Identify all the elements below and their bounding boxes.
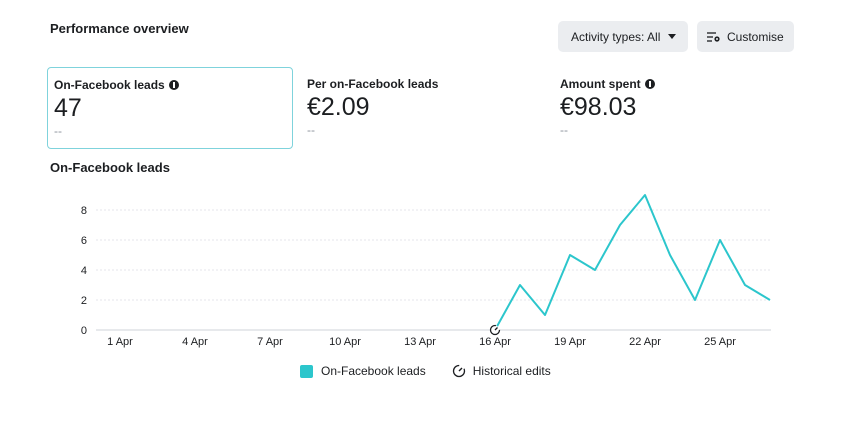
chart-legend: On-Facebook leads Historical edits: [300, 364, 551, 378]
x-tick-label: 1 Apr: [107, 336, 133, 348]
series-line-leads: [494, 194, 771, 331]
chevron-down-icon: [668, 34, 677, 39]
x-tick-label: 19 Apr: [554, 336, 586, 348]
metric-delta: --: [307, 123, 315, 137]
legend-label-leads: On-Facebook leads: [321, 364, 426, 378]
y-tick-label: 2: [81, 295, 87, 307]
historical-edits-icon: [452, 364, 465, 378]
x-tick-label: 16 Apr: [479, 336, 511, 348]
metric-delta: --: [54, 124, 62, 138]
customise-icon: [707, 31, 720, 42]
metric-card-amount-spent[interactable]: Amount spent €98.03 --: [560, 67, 760, 149]
customise-button[interactable]: Customise: [697, 21, 794, 52]
metric-delta: --: [560, 123, 568, 137]
page-title: Performance overview: [50, 21, 189, 36]
x-tick-label: 25 Apr: [704, 336, 736, 348]
metric-label-text: On-Facebook leads: [54, 78, 165, 92]
metric-label-text: Amount spent: [560, 77, 641, 91]
x-tick-label: 4 Apr: [182, 336, 208, 348]
x-tick-label: 13 Apr: [404, 336, 436, 348]
metric-value: €2.09: [307, 93, 370, 121]
activity-types-dropdown[interactable]: Activity types: All: [558, 21, 688, 52]
legend-item-leads[interactable]: On-Facebook leads: [300, 364, 426, 378]
metric-label: Per on-Facebook leads: [307, 77, 438, 91]
activity-types-label: Activity types: All: [571, 29, 661, 44]
metric-label-text: Per on-Facebook leads: [307, 77, 439, 91]
y-tick-label: 8: [81, 205, 87, 217]
x-tick-label: 22 Apr: [629, 336, 661, 348]
x-tick-label: 7 Apr: [257, 336, 283, 348]
y-tick-label: 6: [81, 235, 87, 247]
metric-value: €98.03: [560, 93, 637, 121]
metric-card-on-facebook-leads[interactable]: On-Facebook leads 47 --: [47, 67, 293, 149]
metric-label: On-Facebook leads: [54, 78, 179, 92]
legend-swatch: [300, 364, 313, 378]
metric-label: Amount spent: [560, 77, 655, 91]
metric-value: 47: [54, 94, 82, 122]
x-tick-label: 10 Apr: [329, 336, 361, 348]
info-icon[interactable]: [168, 80, 179, 90]
chart-title: On-Facebook leads: [50, 160, 170, 175]
y-tick-label: 4: [81, 265, 87, 277]
legend-item-historical-edits[interactable]: Historical edits: [452, 364, 551, 378]
legend-label-historical: Historical edits: [472, 364, 551, 378]
info-icon[interactable]: [644, 79, 655, 89]
metric-card-per-on-facebook-leads[interactable]: Per on-Facebook leads €2.09 --: [307, 67, 507, 149]
customise-label: Customise: [727, 29, 784, 44]
historical-edit-marker-hand: [494, 327, 498, 331]
y-tick-label: 0: [81, 325, 87, 337]
